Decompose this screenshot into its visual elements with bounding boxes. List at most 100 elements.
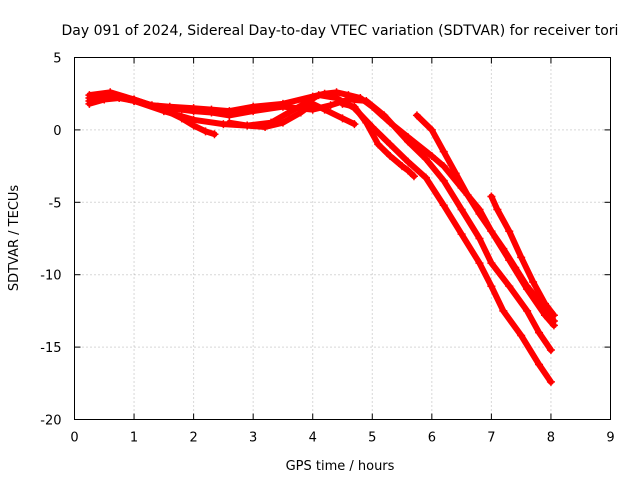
x-tick-label: 8 [547,431,555,446]
x-tick-label: 7 [487,431,495,446]
data-point [284,108,293,117]
series-track-7 [413,112,557,324]
ticks: 0 1 2 3 4 5 6 7 8 9 5 0 -5 -10 -15 -20 [40,52,614,446]
data-point [412,111,421,120]
data-point [517,253,526,262]
x-tick-label: 9 [606,431,614,446]
data-point [421,154,430,163]
data-point [517,331,526,340]
data-point [225,118,234,127]
data-point [487,227,496,236]
data-point [308,99,317,108]
data-point [505,282,514,291]
data-point [201,127,210,136]
data-point [475,234,484,243]
data-point [362,118,371,127]
data-point [546,345,555,354]
data-point [210,130,219,139]
data-point [386,140,395,149]
data-point [523,282,532,291]
data-point [278,118,287,127]
data-point [225,111,234,120]
data-point [487,282,496,291]
data-point [338,114,347,123]
x-tick-label: 1 [130,431,138,446]
series-track-8 [488,193,557,319]
y-tick-label: -20 [40,414,61,429]
x-axis-label: GPS time / hours [286,459,395,474]
data-point [332,94,341,103]
data-point [278,102,287,111]
data-point [451,169,460,178]
series-track-1 [86,89,557,329]
data-point [386,151,395,160]
data-point [475,209,484,218]
y-tick-label: -10 [40,269,61,284]
data-point [457,230,466,239]
data-point [427,151,436,160]
data-point [439,201,448,210]
plot-frame [74,57,611,420]
data-point [511,263,520,272]
data-point [404,166,413,175]
data-point [326,101,335,110]
data-point [189,107,198,116]
data-point [546,377,555,386]
data-point [540,299,549,308]
grid [74,57,611,420]
data-point [219,120,228,129]
data-point [243,121,252,130]
data-point [499,244,508,253]
data-point [493,205,502,214]
data-point [159,105,168,114]
data-point [421,173,430,182]
data-point [106,88,115,97]
data-point [505,227,514,236]
data-point [427,125,436,134]
data-point [398,162,407,171]
data-point [549,311,558,320]
data-point [463,191,472,200]
data-point [320,105,329,114]
data-point [338,99,347,108]
data-point [404,137,413,146]
x-tick-label: 2 [189,431,197,446]
data-point [380,111,389,120]
data-point [487,192,496,201]
data-point [439,147,448,156]
data-point [207,108,216,117]
x-tick-label: 6 [428,431,436,446]
data-point [487,259,496,268]
data-point [499,306,508,315]
data-point [177,105,186,114]
data-point [296,108,305,117]
data-point [404,157,413,166]
data-point [457,205,466,214]
series [85,88,558,386]
data-point [475,259,484,268]
data-point [261,123,270,132]
data-point [535,328,544,337]
data-point [439,176,448,185]
x-tick-label: 5 [368,431,376,446]
x-tick-label: 3 [249,431,257,446]
data-point [177,114,186,123]
data-point [362,96,371,105]
data-point [85,91,94,100]
data-point [314,91,323,100]
data-point [374,140,383,149]
series-track-6 [339,100,417,180]
series-track-4 [86,89,218,138]
x-tick-label: 0 [70,431,78,446]
y-tick-label: 5 [53,52,61,67]
data-point [523,306,532,315]
data-point [439,162,448,171]
data-point [350,102,359,111]
y-tick-label: -15 [40,341,61,356]
data-point [249,107,258,116]
data-point [409,172,418,181]
data-point [189,121,198,130]
data-point [350,120,359,129]
data-point [529,277,538,286]
